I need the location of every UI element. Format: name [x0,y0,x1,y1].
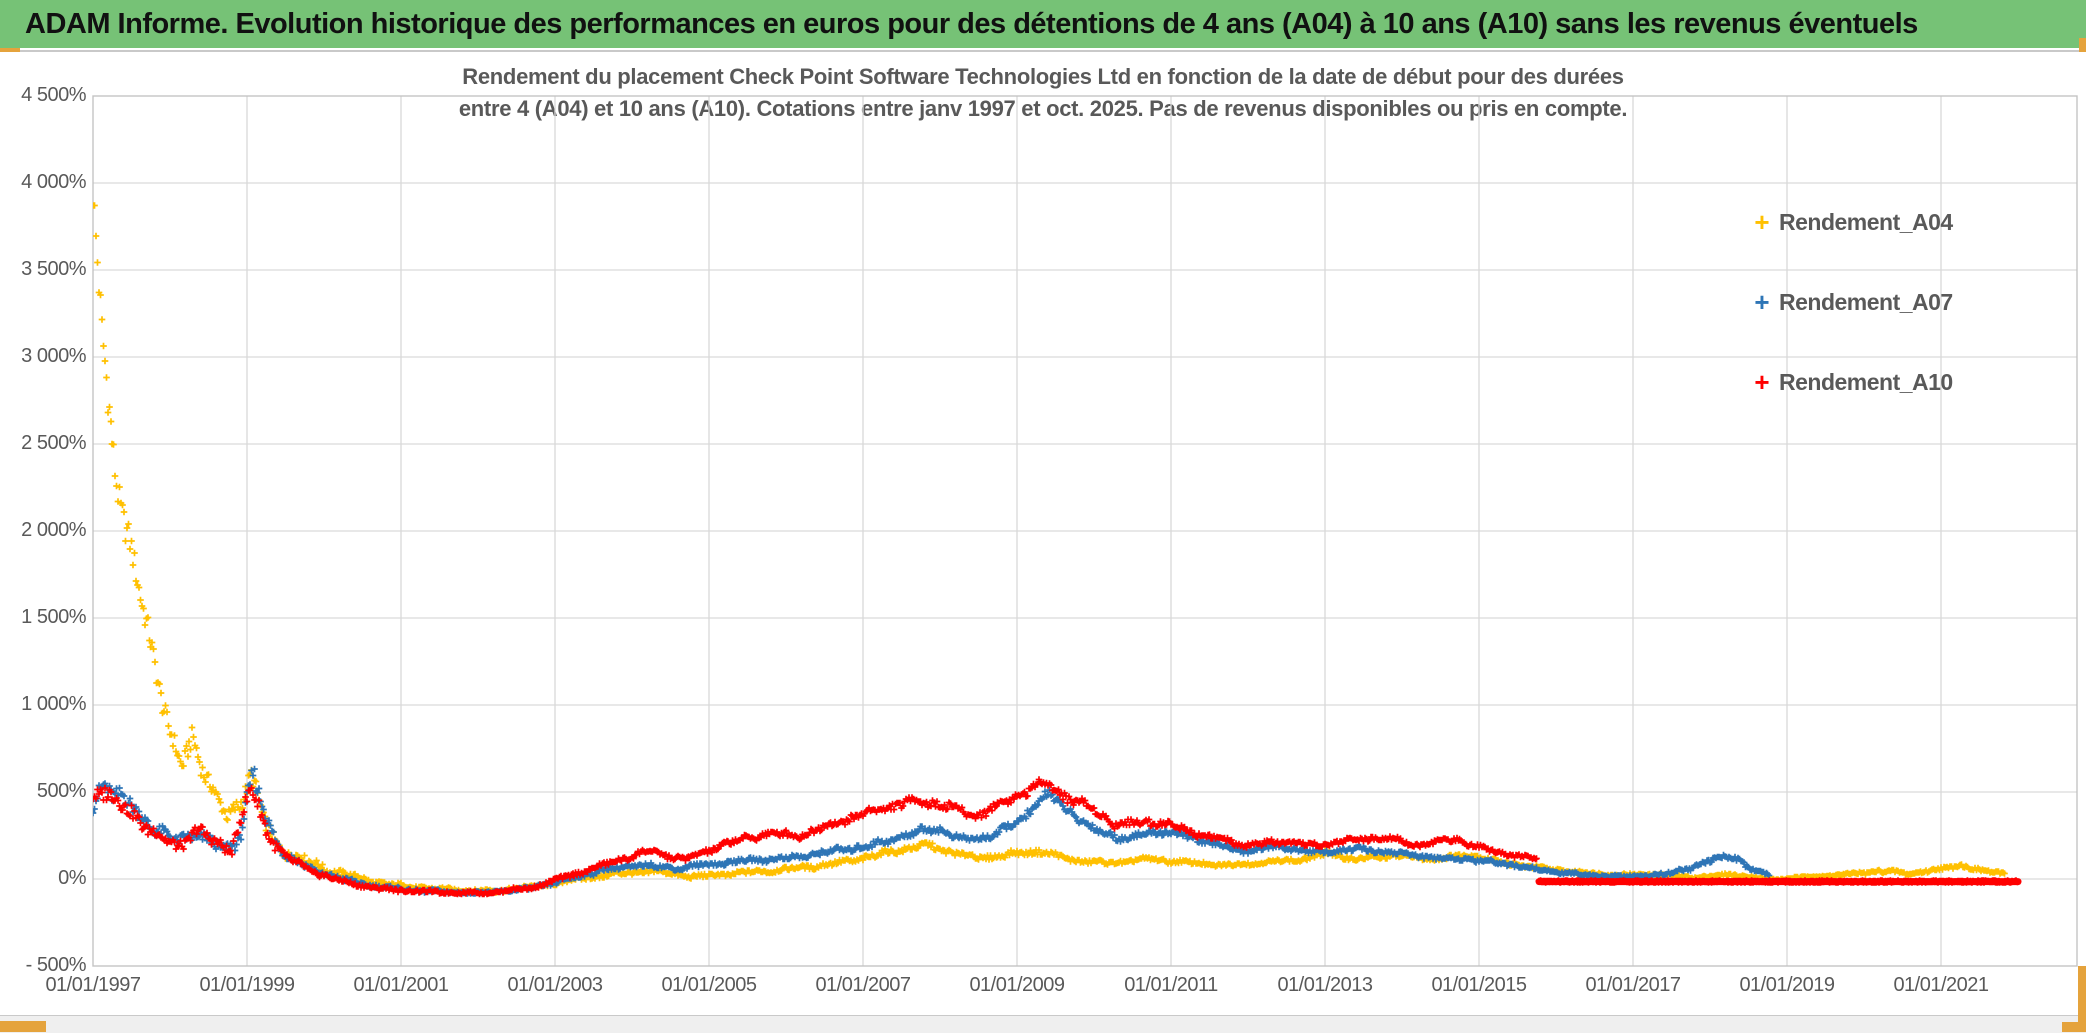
header-right-orange-chip [2079,38,2086,56]
header-underline [20,50,2086,52]
legend-item-Rendement_A10[interactable]: + Rendement_A10 [1745,355,2025,409]
legend-label: Rendement_A07 [1779,288,1953,315]
y-axis-label: 4 500% [21,84,86,106]
chart-title-line2: entre 4 (A04) et 10 ans (A10). Cotations… [458,96,1628,121]
x-axis-label: 01/01/2009 [969,974,1065,996]
x-axis-label: 01/01/1999 [199,974,295,996]
y-axis-label: 3 500% [21,258,86,280]
y-axis-label: 500% [36,780,87,802]
legend-marker-icon: + [1754,207,1770,237]
plot-border [92,95,2078,967]
x-axis-label: 01/01/2019 [1739,974,1835,996]
x-axis-label: 01/01/2021 [1893,974,1989,996]
bottom-right-orange-corner [2062,1022,2086,1032]
x-axis-label: 01/01/2003 [507,974,603,996]
x-axis-label: 01/01/2017 [1585,974,1681,996]
legend-item-Rendement_A04[interactable]: + Rendement_A04 [1745,195,2025,249]
bottom-strip [0,1015,2086,1033]
x-axis-label: 01/01/2011 [1124,974,1218,996]
y-axis-label: 4 000% [21,171,86,193]
y-axis-label: - 500% [25,954,87,976]
header-left-orange-chip [0,48,20,55]
x-axis-label: 01/01/2007 [815,974,911,996]
x-axis-label: 01/01/2013 [1277,974,1373,996]
x-axis-label: 01/01/1997 [45,974,141,996]
y-axis-label: 2 500% [21,432,86,454]
legend-marker-icon: + [1754,287,1770,317]
chart-title-line1: Rendement du placement Check Point Softw… [462,64,1624,89]
x-axis-label: 01/01/2015 [1431,974,1527,996]
legend-label: Rendement_A10 [1779,368,1953,395]
y-axis-label: 0% [58,867,86,889]
gridlines [93,96,2077,966]
bottom-left-orange-bar [0,1021,46,1032]
data-series [93,202,2022,898]
legend: + Rendement_A04 + Rendement_A07 + Rendement_A… [1745,195,2025,435]
y-axis-label: 2 000% [21,519,86,541]
legend-item-Rendement_A07[interactable]: + Rendement_A07 [1745,275,2025,329]
y-axis-label: 1 000% [21,693,86,715]
sheet-header-bar: ADAM Informe. Evolution historique des p… [0,0,2086,48]
legend-label: Rendement_A04 [1779,208,1953,235]
x-axis-label: 01/01/2001 [353,974,449,996]
sheet-header-title: ADAM Informe. Evolution historique des p… [25,7,1918,40]
y-axis-label: 1 500% [21,606,86,628]
legend-marker-icon: + [1754,367,1770,397]
y-axis-label: 3 000% [21,345,86,367]
right-edge-orange-bar [2078,966,2086,1032]
x-axis-label: 01/01/2005 [661,974,757,996]
